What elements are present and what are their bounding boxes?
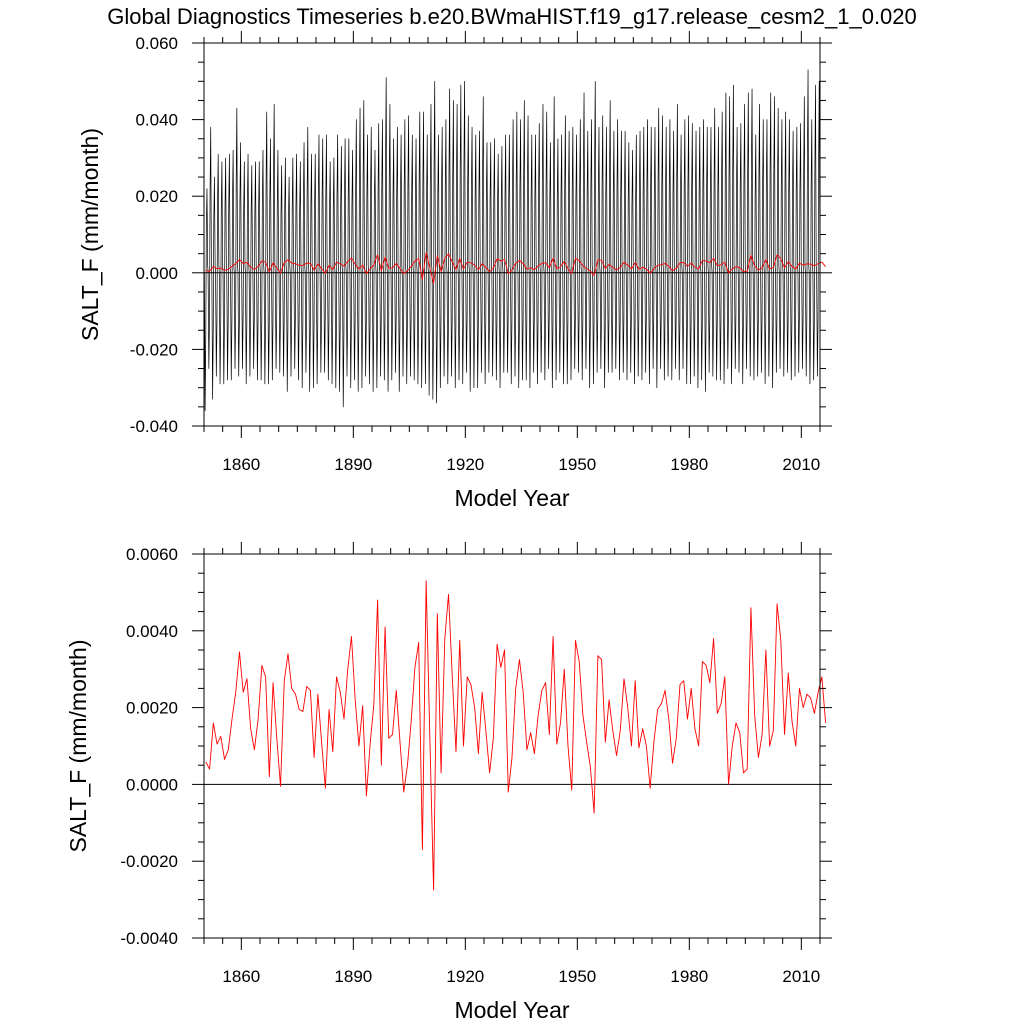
monthly-series-1-line	[205, 252, 826, 284]
monthly-y-axis-label: SALT_F (mm/month)	[77, 128, 103, 341]
monthly-x-axis-label: Model Year	[454, 485, 569, 511]
annual-ytick-label-4: 0.0040	[126, 622, 178, 641]
annual-lines	[204, 580, 827, 891]
annual-ytick-label-2: 0.0000	[126, 775, 178, 794]
monthly-xtick-label-1860: 1860	[222, 455, 260, 474]
annual-xtick-label-1860: 1860	[222, 967, 260, 986]
annual-ytick-label-5: 0.0060	[126, 545, 178, 564]
monthly-ticks	[192, 31, 832, 438]
annual-xtick-label-1890: 1890	[334, 967, 372, 986]
monthly-ytick-label-0: -0.040	[130, 417, 178, 436]
annual-ticks	[192, 542, 832, 950]
annual-tick-labels: 1860 1890 1920 1950 1980 2010 -0.0040 -0.0020 0.…	[120, 545, 820, 986]
monthly-xtick-label-1950: 1950	[558, 455, 596, 474]
annual-y-axis-label: SALT_F (mm/month)	[65, 640, 91, 853]
monthly-ytick-label-4: 0.040	[135, 111, 178, 130]
monthly-lines	[204, 69, 826, 412]
monthly-ytick-label-2: 0.000	[135, 264, 178, 283]
monthly-ytick-label-5: 0.060	[135, 34, 178, 53]
annual-plot-area	[204, 554, 820, 938]
annual-series-0-line	[205, 580, 827, 891]
monthly-ytick-label-3: 0.020	[135, 187, 178, 206]
monthly-xtick-label-1920: 1920	[446, 455, 484, 474]
monthly-xtick-label-1890: 1890	[334, 455, 372, 474]
annual-x-axis-label: Model Year	[454, 997, 569, 1023]
annual-xtick-label-1980: 1980	[670, 967, 708, 986]
annual-ytick-label-0: -0.0040	[120, 929, 178, 948]
annual-ytick-label-3: 0.0020	[126, 699, 178, 718]
annual-xtick-label-1920: 1920	[446, 967, 484, 986]
monthly-panel: 1860 1890 1920 1950 1980 2010 -0.040 -0.020 0.00…	[77, 31, 832, 511]
figure-title: Global Diagnostics Timeseries b.e20.BWma…	[107, 4, 917, 29]
annual-xtick-label-2010: 2010	[782, 967, 820, 986]
monthly-xtick-label-1980: 1980	[670, 455, 708, 474]
monthly-xtick-label-2010: 2010	[782, 455, 820, 474]
annual-panel: 1860 1890 1920 1950 1980 2010 -0.0040 -0.0020 0.…	[65, 542, 832, 1023]
monthly-series-0-line	[204, 69, 821, 412]
monthly-tick-labels: 1860 1890 1920 1950 1980 2010 -0.040 -0.020 0.00…	[130, 34, 820, 474]
monthly-ytick-label-1: -0.020	[130, 340, 178, 359]
annual-xtick-label-1950: 1950	[558, 967, 596, 986]
annual-ytick-label-1: -0.0020	[120, 852, 178, 871]
